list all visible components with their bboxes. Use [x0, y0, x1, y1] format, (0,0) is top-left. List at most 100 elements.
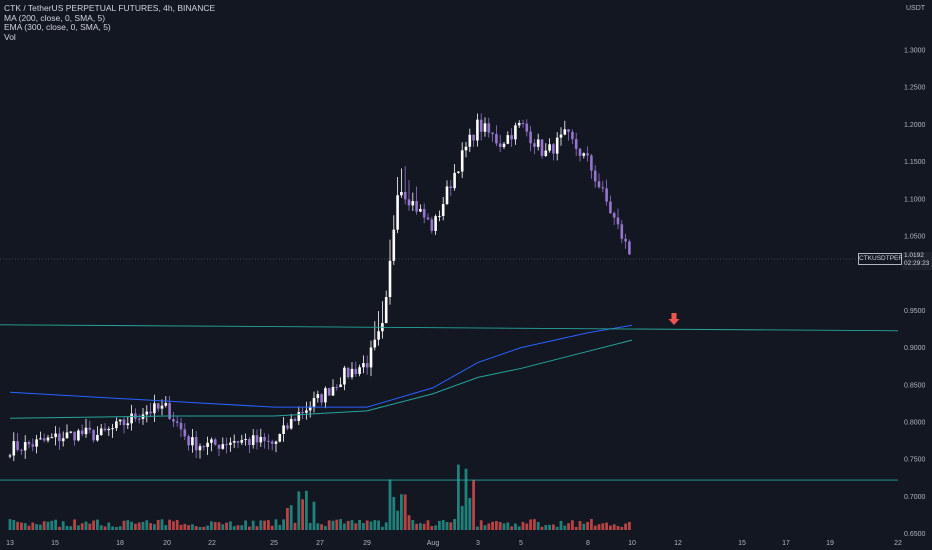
candle-up [441, 204, 445, 216]
candle-down [616, 217, 620, 225]
volume-bar [20, 522, 23, 530]
volume-bar [312, 501, 316, 530]
legend-title[interactable]: CTK / TetherUS PERPETUAL FUTURES, 4h, BI… [4, 3, 216, 13]
candle-up [438, 215, 441, 217]
candle-up [145, 411, 149, 415]
candle-down [335, 386, 339, 388]
volume-bar [464, 468, 468, 530]
volume-bar [567, 523, 570, 530]
volume-bar [495, 521, 498, 530]
volume-bar [35, 524, 38, 530]
volume-bar [217, 522, 221, 530]
legend-ema[interactable]: EMA (300, close, 0, SMA, 5) [4, 22, 111, 32]
volume-bar [628, 521, 631, 530]
x-axis-tick: Aug [427, 540, 440, 547]
y-axis-tick: 0.7000 [904, 494, 926, 501]
y-axis-tick: 1.2000 [904, 122, 926, 129]
candle-up [118, 419, 122, 422]
volume-bar [27, 525, 31, 530]
candle-down [525, 123, 529, 132]
candle-up [84, 427, 88, 435]
volume-bar [221, 524, 225, 530]
candle-down [194, 437, 198, 451]
candle-up [555, 137, 559, 154]
volume-bar [521, 521, 525, 530]
candle-up [400, 192, 403, 196]
candle-down [529, 131, 532, 144]
volume-bar [582, 523, 586, 530]
candle-up [384, 296, 388, 324]
candle-up [331, 386, 335, 396]
volume-bar [103, 526, 107, 530]
volume-bar [514, 523, 517, 530]
volume-bar [468, 497, 472, 530]
candle-down [510, 135, 513, 140]
candle-up [23, 442, 27, 451]
volume-bar [213, 521, 217, 530]
candle-up [107, 428, 111, 431]
volume-bar [540, 526, 544, 530]
legend-ma[interactable]: MA (200, close, 0, SMA, 5) [4, 12, 106, 23]
y-axis-tick: 0.8000 [904, 420, 926, 427]
volume-bar [536, 521, 540, 530]
volume-bar [396, 510, 399, 530]
volume-bar [236, 525, 240, 530]
volume-bar [115, 526, 118, 530]
volume-bar [145, 520, 149, 530]
candle-up [434, 216, 437, 231]
volume-bar [111, 526, 114, 530]
candle-down [567, 129, 570, 132]
volume-bar [251, 520, 255, 530]
volume-bar [58, 526, 61, 530]
x-axis-tick: 13 [6, 540, 14, 547]
volume-bar [563, 525, 567, 530]
volume-bar [274, 519, 278, 530]
candle-up [69, 431, 73, 433]
candle-up [77, 430, 80, 441]
indicator-lines [0, 313, 899, 481]
volume-bar [92, 520, 95, 530]
candle-down [73, 431, 76, 441]
volume-bar [354, 523, 358, 530]
candle-up [229, 442, 232, 445]
candle-up [289, 418, 293, 429]
volume-bar [229, 521, 232, 530]
candle-up [377, 331, 380, 340]
x-axis-tick: 3 [476, 540, 480, 547]
last-price-label: 1.0192 02:29:23 [902, 252, 932, 270]
x-axis-tick: 17 [782, 540, 790, 547]
candle-down [624, 238, 627, 242]
candle-up [324, 388, 327, 403]
volume-bar [612, 524, 616, 530]
volume-bar [555, 526, 559, 530]
volume-bar [601, 523, 605, 530]
volume-bar [472, 479, 475, 530]
volume-bar [453, 519, 456, 530]
volume-bar [616, 525, 620, 530]
y-axis-tick: 0.6500 [904, 531, 926, 538]
volume-bar [16, 521, 19, 530]
volume-bar [308, 523, 312, 530]
candle-up [61, 438, 65, 442]
price-axis-unit[interactable]: USDT [906, 5, 926, 12]
volume-bar [491, 521, 494, 530]
candle-down [479, 119, 483, 132]
volume-bar [73, 519, 76, 530]
volume-bar [438, 520, 441, 530]
candle-down [225, 444, 228, 446]
volume-bar [77, 525, 80, 530]
candle-down [571, 131, 574, 140]
volume-bar [187, 525, 190, 530]
candle-down [403, 192, 407, 200]
candle-down [42, 438, 46, 441]
volume-bar [80, 523, 84, 530]
volume-bar [362, 523, 365, 530]
candle-down [552, 144, 555, 154]
candle-down [609, 201, 612, 214]
volume-bar [422, 523, 426, 530]
ma-200-line [9, 324, 633, 408]
volume-bar [240, 525, 244, 530]
legend-vol[interactable]: Vol [4, 31, 16, 42]
candle-down [122, 419, 126, 426]
